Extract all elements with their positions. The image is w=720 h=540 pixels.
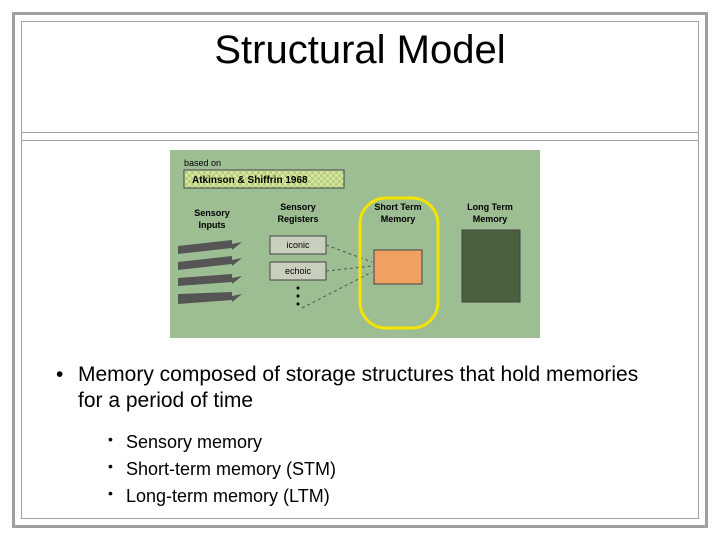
register-label-echoic: echoic	[285, 266, 312, 276]
bullet-sub-1: Sensory memory	[106, 429, 668, 456]
divider-top	[22, 132, 698, 133]
bullet-region: Memory composed of storage structures th…	[52, 362, 668, 510]
bullet-main: Memory composed of storage structures th…	[52, 362, 668, 415]
title-region: Structural Model	[22, 22, 698, 73]
ltm-box	[462, 230, 520, 302]
col1-label-2: Inputs	[199, 220, 226, 230]
memory-model-diagram: based on Atkinson & Shiffrin 1968 Sensor…	[170, 150, 540, 338]
col4-label-1: Long Term	[467, 202, 513, 212]
divider-bottom	[22, 140, 698, 141]
col1-label-1: Sensory	[194, 208, 230, 218]
col2-label-1: Sensory	[280, 202, 316, 212]
col3-label-2: Memory	[381, 214, 416, 224]
slide-outer-frame: Structural Model based on Atki	[12, 12, 708, 528]
bullet-sub-3: Long-term memory (LTM)	[106, 483, 668, 510]
slide-inner-frame: Structural Model based on Atki	[21, 21, 699, 519]
bullet-sub-2: Short-term memory (STM)	[106, 456, 668, 483]
based-on-label: based on	[184, 158, 221, 168]
page-title: Structural Model	[22, 28, 698, 73]
ellipsis-dot	[297, 287, 300, 290]
col2-label-2: Registers	[277, 214, 318, 224]
attribution-text: Atkinson & Shiffrin 1968	[192, 175, 308, 186]
col4-label-2: Memory	[473, 214, 508, 224]
col3-label-1: Short Term	[374, 202, 421, 212]
ellipsis-dot	[297, 295, 300, 298]
stm-box	[374, 250, 422, 284]
register-label-iconic: iconic	[286, 240, 310, 250]
ellipsis-dot	[297, 303, 300, 306]
sub-bullets: Sensory memory Short-term memory (STM) L…	[52, 429, 668, 510]
